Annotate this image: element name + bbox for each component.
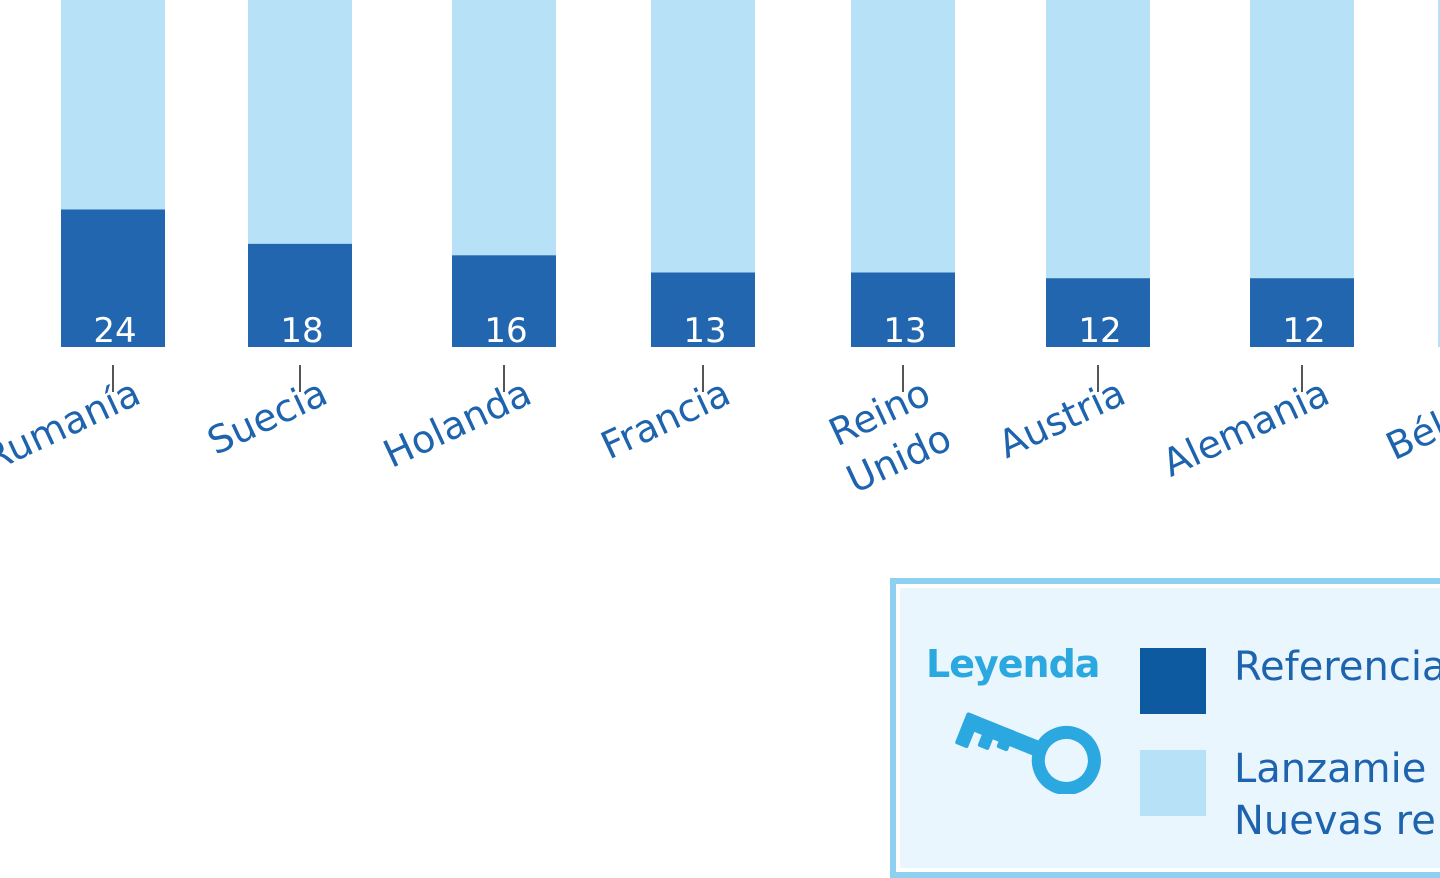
bar-value-label: 13: [883, 311, 926, 351]
bar-referencia: [1250, 278, 1354, 347]
x-category-label: Alemania: [1156, 370, 1336, 485]
x-tick-label: Rumanía: [0, 370, 147, 480]
bar-referencia: [1046, 278, 1150, 347]
bar-lanzamientos: [1438, 0, 1440, 347]
x-category-label: Bélgica: [1379, 370, 1440, 469]
bar-value-label: 24: [93, 311, 136, 351]
bar-value-label: 16: [484, 311, 527, 351]
bar-value-label: 13: [683, 311, 726, 351]
legend-swatch-lanzamientos: [1140, 750, 1206, 816]
legend-box: Leyenda Referencia Lanzamie Nuevas re: [890, 578, 1440, 878]
x-tick-label: Francia: [594, 370, 737, 468]
bar-referencia: [851, 272, 955, 347]
x-category-label: Rumanía: [0, 370, 147, 480]
x-category-label: Suecia: [201, 370, 334, 463]
x-tick-label: Bélgica: [1379, 370, 1440, 469]
x-category-label: Austria: [992, 370, 1132, 467]
x-category-label: Holanda: [377, 370, 538, 476]
legend-swatch-referencia: [1140, 648, 1206, 714]
bar-value-label: 18: [280, 311, 323, 351]
x-tick-label: Suecia: [201, 370, 334, 463]
bar-referencia: [248, 243, 352, 347]
bar-referencia: [452, 255, 556, 347]
bar-referencia: [651, 272, 755, 347]
x-category-label: Francia: [594, 370, 737, 468]
x-tick-label: Austria: [992, 370, 1132, 467]
bar-value-label: 12: [1282, 311, 1325, 351]
legend-label-nuevas: Nuevas re: [1234, 798, 1436, 844]
legend-label-referencia: Referencia: [1234, 644, 1440, 690]
bar-value-label: 12: [1078, 311, 1121, 351]
x-tick-label: Alemania: [1156, 370, 1336, 485]
key-icon: [955, 712, 1101, 794]
bar-chart: 24 Rumanía 18 Suecia 16 Holanda 13 Francia 13 Rei…: [0, 0, 1440, 502]
bar-referencia: [61, 209, 165, 347]
legend-label-lanzamientos: Lanzamie: [1234, 746, 1427, 792]
legend-title: Leyenda: [926, 642, 1100, 686]
x-tick-label: Holanda: [377, 370, 538, 476]
